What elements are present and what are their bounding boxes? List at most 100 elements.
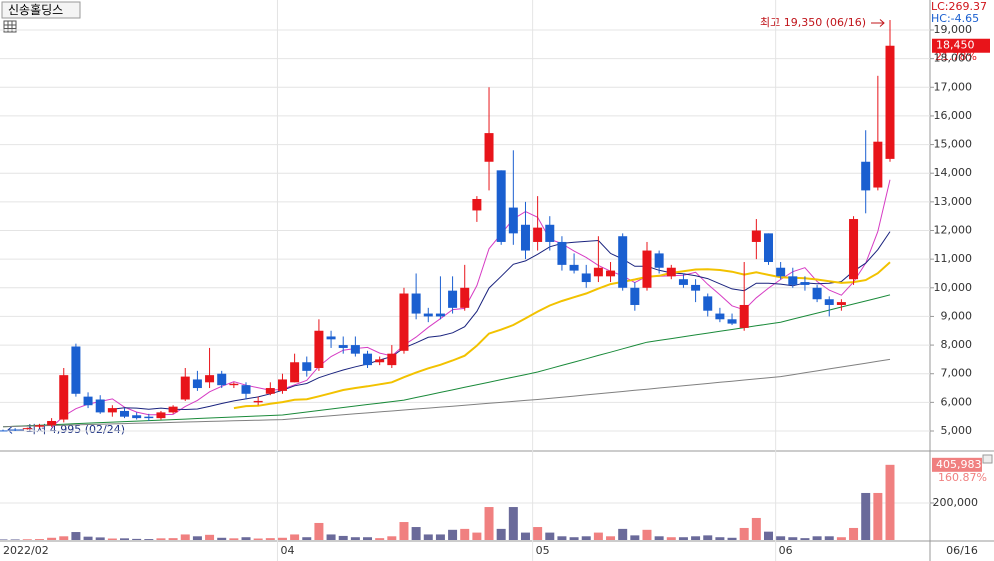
volume-bar [763,531,773,540]
volume-bar [375,538,385,540]
candle [229,382,239,389]
current-price-box [932,38,990,53]
volume-bar [95,537,105,540]
volume-bar [120,538,130,540]
moving-average-line [2,358,891,428]
candle [751,219,761,260]
candle-body [34,425,44,427]
moving-average-line [2,294,891,428]
volume-bar [363,537,373,540]
volume-bar [34,539,44,540]
y-tick-label: 8,000 [941,338,973,351]
volume-bar [788,537,798,540]
y-tick-label: 9,000 [941,309,973,322]
volume-label: 405,983 [936,458,982,471]
candle-body [302,362,312,371]
volume-bar [593,532,603,540]
y-tick-label: 19,000 [934,23,973,36]
candle-body [508,207,518,234]
volume-bar [168,538,178,540]
grid-layer [0,0,930,561]
candle [812,284,822,303]
candle [472,196,482,222]
candle-body [545,224,555,242]
candle-body [812,287,822,300]
volume-bar [557,536,567,540]
volume-bar [448,529,458,540]
candle [861,130,871,214]
candle [788,267,798,288]
close-pane-button[interactable] [982,454,993,464]
candle-body [824,299,834,305]
candle [95,395,105,414]
candle [654,250,664,274]
candle [217,370,227,389]
candle-body [885,45,895,159]
candle [350,336,360,357]
volume-bar [776,536,786,540]
y-tick-label: 12,000 [934,223,973,236]
candle-body [363,353,373,366]
candle [253,396,263,406]
volume-bar [302,537,312,540]
volume-bar [132,538,142,540]
y-tick-label: 13,000 [934,195,973,208]
candle-body [290,362,300,383]
volume-change-label: 160.87% [938,471,987,484]
volume-bar [144,539,154,540]
candle [776,262,786,280]
candle [557,236,567,271]
candle [678,273,688,288]
candle [314,319,324,371]
volume-bar [265,538,275,540]
candle-body [168,406,178,413]
y-tick-label: 17,000 [934,80,973,93]
candle [496,170,506,245]
y-tick-label: 15,000 [934,138,973,151]
candle [144,413,154,421]
candle-body [691,284,701,291]
volume-bar [10,539,20,540]
volume-bar [314,522,324,540]
volume-bar [812,536,822,540]
candle-body [375,359,385,363]
volume-bar [533,527,543,540]
candle-body [788,276,798,285]
y-tick-label: 16,000 [934,109,973,122]
candle [666,264,676,280]
candle [508,150,518,245]
volume-bar [873,492,883,540]
x-tick-label: 2022/02 [3,544,49,557]
y-tick-label: 6,000 [941,395,973,408]
candle [107,405,117,417]
candle [71,343,81,397]
candle [484,87,494,191]
candle-body [776,267,786,277]
y-tick-label: 7,000 [941,367,973,380]
volume-bar [849,527,859,540]
candle-body [10,429,20,431]
low-annotation: 최저 4,995 (02/24) [26,423,125,436]
candle [363,350,373,368]
candle-body [606,270,616,277]
candle-body [618,236,628,288]
candle-body [751,230,761,242]
candle [593,236,603,283]
candle-body [0,430,8,432]
volume-bar [192,536,202,540]
volume-bar [460,528,470,540]
candle-body [557,241,567,265]
candle [618,233,628,291]
candle [192,370,202,391]
volume-bar [691,536,701,540]
title-box[interactable] [1,1,81,19]
candle [0,429,8,432]
candle-body [253,400,263,403]
candle [836,299,846,311]
candle [34,423,44,429]
volume-bar [618,528,628,540]
moving-average-line [112,231,891,411]
candle [387,345,397,368]
candle-body [338,345,348,348]
volume-bar [520,532,530,540]
